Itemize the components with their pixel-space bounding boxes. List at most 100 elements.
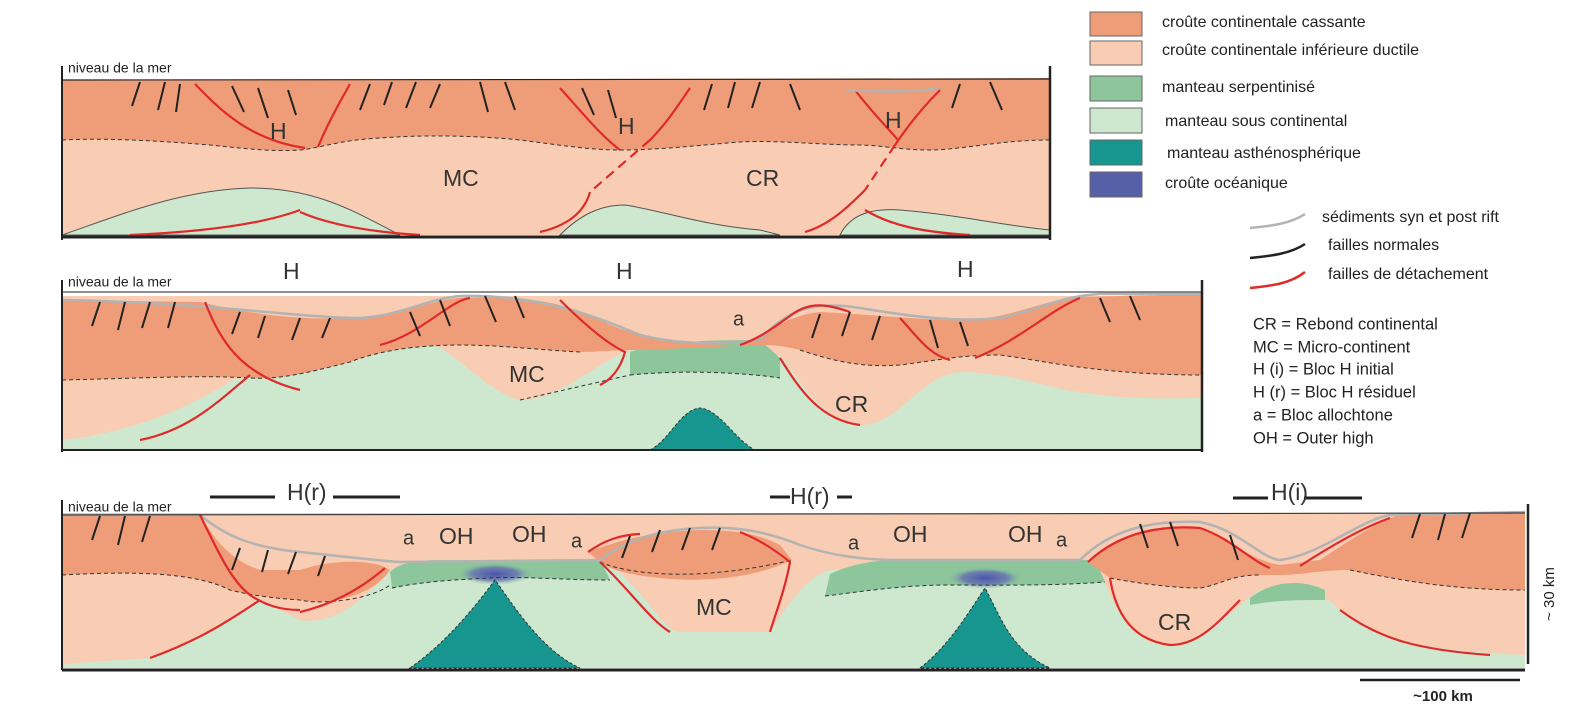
layer-boundary xyxy=(61,344,1203,381)
upper-crust xyxy=(62,294,1202,380)
legend-label: croûte continentale inférieure ductile xyxy=(1162,42,1419,59)
normal-fault xyxy=(681,527,691,551)
block-label: a xyxy=(733,308,745,330)
block-label: a xyxy=(848,532,860,554)
normal-fault xyxy=(1129,295,1141,321)
block-label: a xyxy=(1056,529,1068,551)
normal-fault xyxy=(409,311,421,337)
shape xyxy=(1089,107,1143,134)
asthenosphere xyxy=(408,579,581,669)
normal-fault xyxy=(383,81,393,106)
normal-fault xyxy=(287,89,297,116)
normal-fault xyxy=(841,311,851,337)
detachment-fault xyxy=(864,144,896,191)
detachment-fault xyxy=(1108,577,1241,647)
normal-fault xyxy=(989,81,1003,111)
oceanic-crust xyxy=(947,567,1023,589)
normal-fault xyxy=(231,311,241,335)
legend-label: sédiments syn et post rift xyxy=(1322,209,1500,226)
detachment-fault xyxy=(316,83,351,148)
detachment-fault xyxy=(539,191,592,234)
block-label: OH xyxy=(893,521,928,547)
normal-fault xyxy=(703,83,713,111)
shape xyxy=(1249,242,1306,260)
detachment-fault xyxy=(1087,526,1271,570)
normal-fault xyxy=(581,87,595,116)
normal-fault xyxy=(929,319,939,349)
detachment-fault xyxy=(589,139,651,193)
normal-fault xyxy=(514,295,525,319)
detachment-fault xyxy=(854,89,899,141)
detachment-fault xyxy=(804,189,866,234)
block-label: MC xyxy=(509,361,545,387)
legend: croûte continentale cassante croûte cont… xyxy=(1089,11,1500,447)
normal-fault xyxy=(157,81,166,111)
normal-fault xyxy=(261,549,269,573)
normal-fault xyxy=(484,295,497,323)
subcontinental-mantle xyxy=(62,560,1525,668)
asthenosphere xyxy=(918,587,1051,669)
shape xyxy=(1089,139,1143,166)
sea-level-label: niveau de la mer xyxy=(68,499,172,515)
normal-fault xyxy=(405,81,417,109)
scale: ~ 30 km ~100 km xyxy=(1360,504,1558,705)
normal-fault xyxy=(231,85,245,113)
normal-fault xyxy=(651,529,661,553)
normal-fault xyxy=(871,315,881,341)
normal-fault xyxy=(287,551,297,575)
legend-label: croûte océanique xyxy=(1165,175,1288,192)
normal-fault xyxy=(1411,513,1421,539)
normal-fault xyxy=(117,515,126,546)
abbreviation: H (r) = Bloc H résiduel xyxy=(1253,383,1416,401)
legend-label: failles de détachement xyxy=(1328,266,1489,283)
shape xyxy=(1089,171,1143,198)
normal-fault xyxy=(167,301,176,329)
shape xyxy=(1089,11,1143,37)
normal-fault xyxy=(317,555,326,577)
normal-fault xyxy=(141,301,151,329)
legend-label: failles normales xyxy=(1328,237,1439,254)
detachment-fault xyxy=(559,299,627,386)
normal-fault xyxy=(479,81,489,113)
normal-fault xyxy=(1139,523,1149,549)
layer-boundary xyxy=(61,135,1051,152)
shape xyxy=(1089,40,1143,66)
vertical-scale-label: ~ 30 km xyxy=(1541,567,1558,621)
sea-level-label: niveau de la mer xyxy=(68,60,172,76)
normal-fault xyxy=(1461,512,1471,539)
detachment-fault xyxy=(129,208,301,237)
normal-fault xyxy=(91,515,101,541)
abbreviation: OH = Outer high xyxy=(1253,429,1374,447)
detachment-fault xyxy=(203,301,301,392)
normal-fault xyxy=(117,301,126,331)
detachment-fault xyxy=(587,532,641,553)
block-label: CR xyxy=(1158,609,1191,635)
normal-fault xyxy=(141,515,151,543)
legend-label: croûte continentale cassante xyxy=(1162,14,1366,31)
abbreviation: a = Bloc allochtone xyxy=(1253,406,1393,424)
block-label: H xyxy=(270,118,287,144)
block-label: CR xyxy=(746,165,779,191)
block-label: OH xyxy=(1008,521,1043,547)
normal-fault xyxy=(789,83,801,111)
horizontal-scale-label: ~100 km xyxy=(1413,688,1473,705)
detachment-fault xyxy=(894,89,941,146)
legend-label: manteau sous continental xyxy=(1165,113,1347,130)
block-label: MC xyxy=(696,594,732,620)
block-label: a xyxy=(403,527,415,549)
normal-fault xyxy=(257,315,266,339)
detachment-fault xyxy=(149,599,261,660)
normal-faults xyxy=(131,81,1003,119)
legend-label: manteau serpentinisé xyxy=(1162,79,1315,96)
normal-fault xyxy=(321,317,331,339)
normal-fault xyxy=(621,535,631,559)
block-label: H(i) xyxy=(1271,479,1308,505)
layer-boundary xyxy=(391,576,1106,597)
detachment-fault xyxy=(1299,516,1391,567)
block-label: a xyxy=(571,530,583,552)
detachment-fault xyxy=(974,296,1081,360)
legend-label: manteau asthénosphérique xyxy=(1167,145,1361,162)
normal-fault xyxy=(1169,521,1179,547)
